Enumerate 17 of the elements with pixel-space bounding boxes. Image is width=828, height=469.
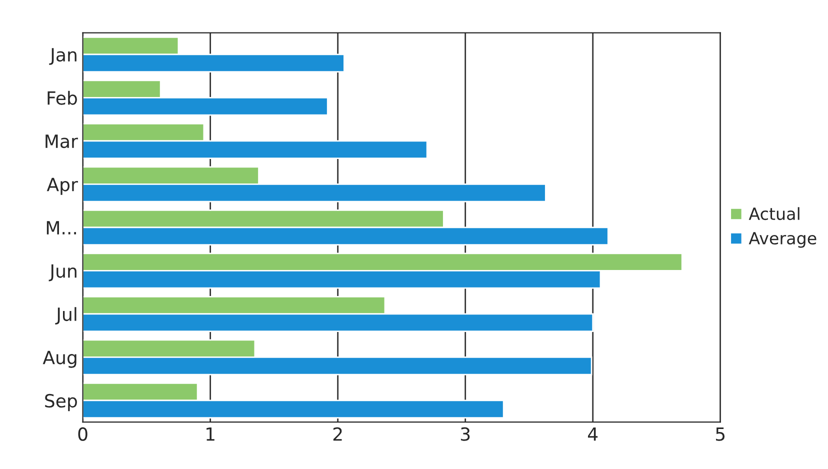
x-tick-label: 3: [460, 427, 470, 441]
y-tick-label: Mar: [46, 134, 78, 148]
y-tick-label: Aug: [42, 350, 76, 368]
x-tick-label: 0: [78, 427, 88, 441]
x-tick-label: 4: [588, 428, 598, 441]
y-tick-label: Feb: [48, 90, 77, 105]
y-tick-label: M...: [46, 221, 76, 234]
legend-label: Actual: [748, 207, 800, 220]
x-tick-label: 1: [206, 428, 214, 441]
y-tick-label: Jul: [55, 307, 76, 324]
y-tick-label: Apr: [46, 178, 78, 195]
x-tick-label: 5: [716, 428, 725, 441]
y-tick-label: Jan: [49, 48, 76, 65]
legend-label: Average: [748, 232, 816, 248]
y-tick-label: Jun: [48, 264, 76, 282]
x-tick-label: 2: [333, 427, 342, 441]
y-tick-label: Sep: [45, 394, 77, 412]
